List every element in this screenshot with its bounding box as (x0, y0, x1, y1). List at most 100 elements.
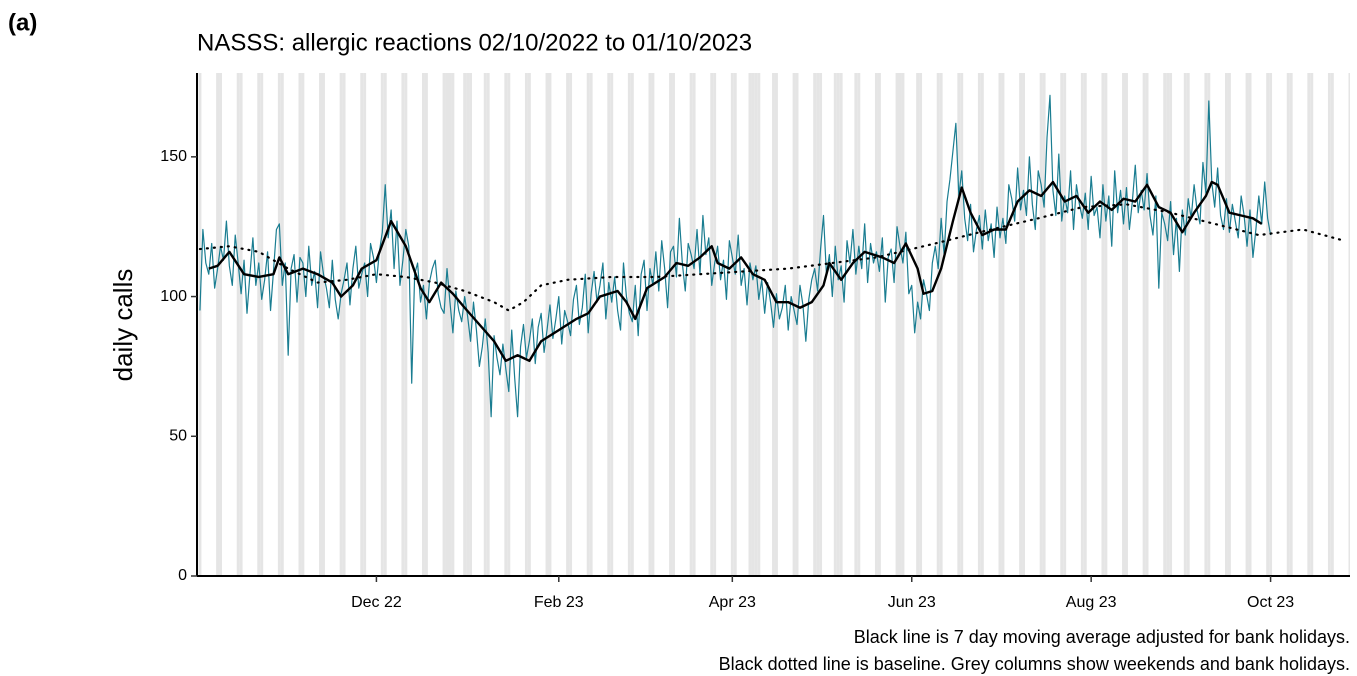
shade-column (322, 73, 325, 576)
shade-column (960, 73, 964, 576)
shade-column (980, 73, 984, 576)
shade-layer (198, 73, 1350, 576)
shade-column (504, 73, 508, 576)
shade-column (339, 73, 343, 576)
y-tick-label: 0 (178, 567, 187, 584)
shade-column (380, 73, 384, 576)
shade-column (669, 73, 673, 576)
shade-column (260, 73, 264, 576)
shade-column (730, 73, 734, 576)
shade-column (648, 73, 652, 576)
shade-column (792, 73, 796, 576)
shade-column (469, 73, 473, 576)
footnote: Black dotted line is baseline. Grey colu… (719, 654, 1350, 674)
shade-column (751, 73, 755, 576)
y-axis-label: daily calls (108, 269, 138, 382)
shade-column (1169, 73, 1173, 576)
shade-column (1163, 73, 1167, 576)
shade-column (672, 73, 675, 576)
x-tick-label: Jun 23 (888, 594, 936, 611)
shade-column (219, 73, 223, 576)
line-layer (198, 94, 1346, 418)
shade-column (1083, 73, 1087, 576)
x-tick-label: Apr 23 (709, 594, 756, 611)
shade-column (1104, 73, 1108, 576)
shade-column (1183, 73, 1187, 576)
shade-column (236, 73, 240, 576)
shade-column (839, 73, 843, 576)
shade-column (1204, 73, 1208, 576)
x-tick-label: Aug 23 (1066, 594, 1117, 611)
shade-column (610, 73, 614, 576)
shade-column (733, 73, 737, 576)
x-tick-label: Dec 22 (351, 594, 402, 611)
shade-column (877, 73, 881, 576)
shade-column (1039, 73, 1043, 576)
shade-column (813, 73, 817, 576)
shade-column (916, 73, 920, 576)
shade-column (1266, 73, 1270, 576)
series-line (208, 180, 1263, 363)
shade-column (1186, 73, 1190, 576)
shade-column (298, 73, 302, 576)
shade-column (1269, 73, 1273, 576)
shade-column (651, 73, 655, 576)
shade-column (466, 73, 470, 576)
shade-column (919, 73, 923, 576)
x-tick-label: Feb 23 (534, 594, 584, 611)
shade-column (836, 73, 840, 576)
y-tick-label: 100 (160, 288, 187, 305)
shade-column (442, 73, 446, 576)
shade-column (1060, 73, 1064, 576)
shade-column (545, 73, 549, 576)
panel-label: (a) (8, 9, 37, 36)
shade-column (1019, 73, 1023, 576)
shade-column (936, 73, 940, 576)
shade-column (1327, 73, 1331, 576)
shade-column (342, 73, 346, 576)
shade-column (1101, 73, 1105, 576)
shade-column (198, 73, 202, 576)
shade-column (524, 73, 528, 576)
shade-column (977, 73, 981, 576)
shade-column (363, 73, 367, 576)
shade-column (1022, 73, 1025, 576)
shade-column (486, 73, 490, 576)
y-tick-label: 150 (160, 148, 187, 165)
shade-column (1124, 73, 1128, 576)
shade-column (607, 73, 611, 576)
shade-column (280, 73, 284, 576)
chart-title: NASSS: allergic reactions 02/10/2022 to … (197, 29, 752, 56)
shade-column (1330, 73, 1334, 576)
shade-column (422, 73, 425, 576)
shade-column (1289, 73, 1293, 576)
shade-column (360, 73, 364, 576)
shade-column (1001, 73, 1005, 576)
shade-column (713, 73, 717, 576)
shade-column (998, 73, 1002, 576)
shade-column (404, 73, 408, 576)
shade-column (548, 73, 552, 576)
shade-column (774, 73, 778, 576)
shade-column (754, 73, 758, 576)
shade-column (239, 73, 243, 576)
shade-column (277, 73, 281, 576)
shade-column (448, 73, 452, 576)
shade-column (689, 73, 693, 576)
shade-column (527, 73, 531, 576)
shade-column (819, 73, 823, 576)
y-tick-label: 50 (169, 427, 187, 444)
shade-column (816, 73, 820, 576)
shade-column (898, 73, 902, 576)
series-line (199, 94, 1272, 418)
shade-column (463, 73, 467, 576)
shade-column (257, 73, 261, 576)
shade-column (319, 73, 323, 576)
shade-column (1248, 73, 1252, 576)
shade-column (1063, 73, 1067, 576)
shade-column (748, 73, 752, 576)
shade-column (1207, 73, 1211, 576)
shade-column (939, 73, 943, 576)
shade-column (1227, 73, 1231, 576)
shade-column (1142, 73, 1146, 576)
